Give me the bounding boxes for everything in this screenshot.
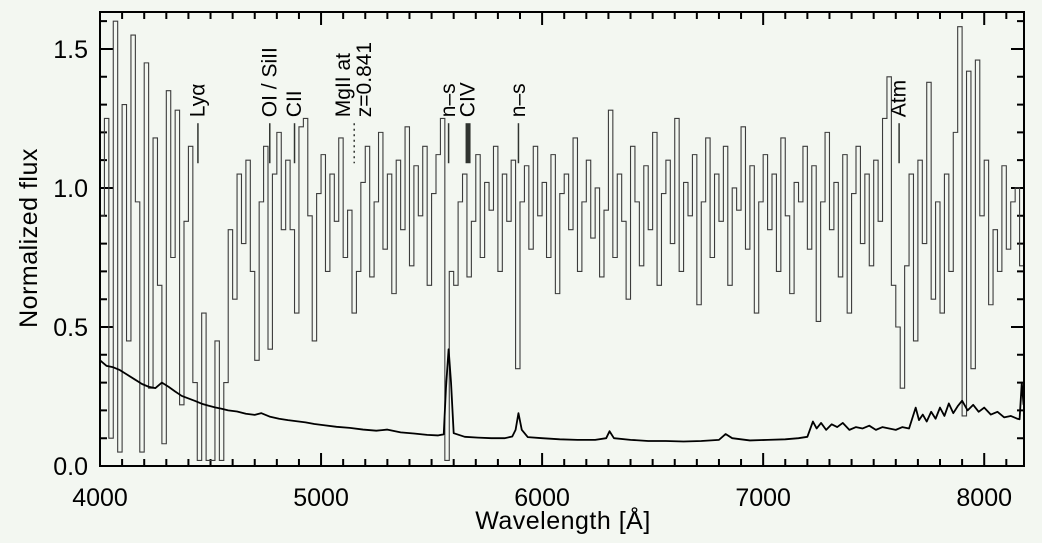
annotation-label: CII: [283, 90, 306, 117]
axis-ticks: [99, 12, 1024, 467]
y-tick-label: 0.5: [53, 314, 88, 342]
y-tick-label: 1.0: [53, 175, 88, 203]
x-tick-label: 5000: [293, 484, 349, 512]
error-spectrum-line: [99, 348, 1025, 443]
annotation-label: Lyα: [186, 84, 209, 118]
annotation-label: n–s: [437, 83, 460, 117]
object-spectrum-line: [100, 20, 1024, 461]
annotation-label: z=0.841: [353, 42, 376, 117]
x-tick-label: 7000: [735, 484, 791, 512]
annotation-label: OI / SiII: [258, 47, 281, 117]
y-axis-label: Normalized flux: [15, 148, 43, 328]
x-tick-label: 8000: [956, 484, 1012, 512]
y-tick-label: 0.0: [53, 453, 88, 481]
x-tick-label: 6000: [514, 484, 570, 512]
x-tick-label: 4000: [72, 484, 128, 512]
annotation-label: Atm: [888, 80, 911, 117]
annotation-label: CIV: [457, 82, 480, 117]
y-tick-label: 1.5: [53, 36, 88, 64]
annotation-label: MgII at: [332, 53, 355, 117]
annotation-label: n–s: [507, 83, 530, 117]
x-axis-label: Wavelength [Å]: [475, 507, 651, 535]
plot-frame: [99, 11, 1025, 467]
